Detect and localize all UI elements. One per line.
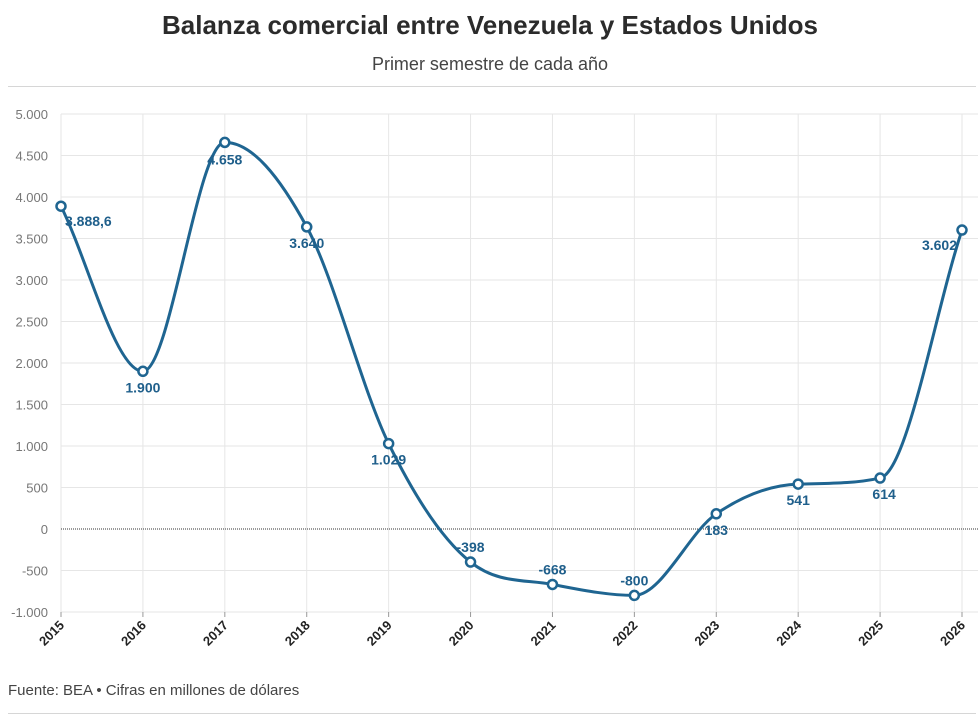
y-tick-label: 1.500 [15,398,48,413]
x-tick-label: 2023 [691,618,722,649]
data-label-2018: 3.640 [289,235,324,251]
y-tick-label: 2.500 [15,315,48,330]
y-tick-label: 5.000 [15,107,48,122]
data-label-2025: 614 [872,486,896,502]
y-tick-label: -500 [22,564,48,579]
data-point-2015 [55,200,67,212]
data-label-2021: -668 [538,561,566,577]
x-tick-label: 2017 [200,618,231,649]
source-note: Fuente: BEA • Cifras en millones de dóla… [8,682,300,699]
y-tick-label: 2.000 [15,356,48,371]
data-label-2016: 1.900 [125,379,160,395]
data-label-2024: 541 [787,492,811,508]
series-line [59,140,964,597]
header-divider [8,86,976,87]
data-label-2022: -800 [620,572,648,588]
y-tick-label: 4.500 [15,149,48,164]
y-tick-label: -1.000 [11,605,48,620]
y-tick-label: 0 [41,522,48,537]
y-tick-label: 3.500 [15,232,48,247]
x-tick-label: 2021 [528,618,559,649]
chart-title: Balanza comercial entre Venezuela y Esta… [161,10,819,40]
data-point-2026 [956,224,968,236]
x-tick-label: 2016 [118,618,149,649]
data-point-2022 [628,589,641,602]
data-point-2017 [219,136,231,149]
data-point-2016 [137,365,149,378]
data-point-2024 [792,478,804,490]
data-label-2026: 3.602 [922,237,957,253]
data-point-2019 [382,437,395,450]
y-tick-label: 1.000 [15,439,48,454]
data-point-2021 [546,578,559,591]
data-point-2025 [874,472,886,484]
data-point-2020 [464,556,477,568]
data-label-2023: 183 [705,522,729,538]
x-tick-label: 2019 [364,618,395,649]
x-tick-label: 2026 [937,618,968,649]
x-tick-label: 2025 [855,618,886,649]
y-tick-label: 3.000 [15,273,48,288]
x-tick-label: 2024 [773,617,805,649]
y-tick-label: 4.000 [15,190,48,205]
x-tick-label: 2015 [36,618,67,649]
footer-divider [8,713,976,714]
data-label-2020: -398 [457,539,485,555]
y-tick-label: 500 [26,481,48,496]
data-label-2017: 4.658 [207,151,242,167]
x-tick-label: 2020 [446,618,477,649]
chart-subtitle: Primer semestre de cada año [371,54,609,74]
x-tick-label: 2022 [609,618,640,649]
x-tick-label: 2018 [282,618,313,649]
data-point-2018 [300,221,313,233]
data-label-2015: 3.888,6 [65,213,112,229]
data-point-2023 [710,508,723,520]
data-label-2019: 1.029 [371,452,406,468]
